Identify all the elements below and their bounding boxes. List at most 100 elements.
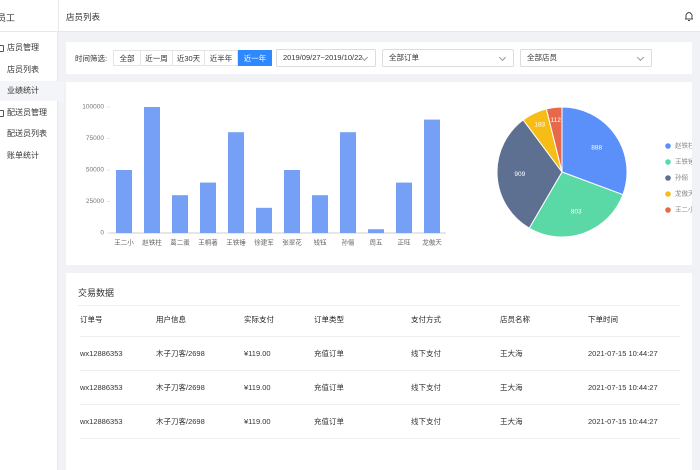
table-cell: 线下支付: [411, 370, 500, 405]
x-tick-label: 龙傲天: [422, 238, 442, 247]
chart-panel: 0 25000 50000 75000 100000 王二小 赵铁柱 葛二蛋 王桐著 王铁锤 徐建军…: [66, 82, 695, 265]
top-bar: 员工 店员列表: [0, 0, 700, 32]
table-cell: 王大海: [500, 370, 588, 405]
table-panel: 交易数据 订单号 用户信息 实际支付 订单类型 支付方式 店员名称 下单时间 wx128863…: [66, 273, 692, 470]
table-cell: wx12886353: [80, 404, 156, 439]
bar: [424, 119, 440, 233]
range-button[interactable]: 近一年: [238, 50, 272, 66]
column-header: 下单时间: [588, 303, 680, 337]
menu-item[interactable]: 配送员列表: [7, 129, 47, 138]
range-button[interactable]: 近30天: [172, 50, 205, 66]
table-cell: ¥119.00: [244, 370, 314, 405]
table-row: wx12886353 木子刀客/2698 ¥119.00 充值订单 线下支付 王大海 202…: [80, 370, 680, 405]
bell-icon[interactable]: [684, 10, 694, 22]
order-select[interactable]: 全部订单: [382, 49, 514, 67]
filter-bar: 时间筛选: 全部 近一周 近30天 近半年 近一年 2019/09/27~201…: [66, 42, 692, 74]
table-cell: 王大海: [500, 404, 588, 439]
bar: [228, 132, 244, 233]
pie-slice: [545, 106, 563, 173]
table-header: 订单号 用户信息 实际支付 订单类型 支付方式 店员名称 下单时间: [80, 303, 680, 337]
bar: [116, 170, 132, 233]
table-cell: 充值订单: [314, 370, 411, 405]
slice-label: 183: [534, 122, 545, 129]
table-cell: 王大海: [500, 336, 588, 371]
x-tick-label: 王二小: [114, 238, 134, 247]
y-tick-label: 0: [100, 230, 104, 237]
bar: [284, 170, 300, 233]
x-tick-label: 徐建军: [254, 238, 274, 247]
x-tick-label: 葛二蛋: [170, 238, 190, 247]
bar: [340, 132, 356, 233]
table-cell: 2021-07-15 10:44:27: [588, 336, 680, 371]
x-tick-label: 王铁锤: [226, 238, 246, 247]
page-title: 店员列表: [66, 12, 101, 22]
staff-select[interactable]: 全部店员: [520, 49, 652, 67]
x-tick-label: 正旺: [398, 239, 412, 247]
menu-item[interactable]: 店员列表: [7, 64, 39, 74]
column-header: 店员名称: [500, 303, 588, 337]
x-tick-label: 周五: [370, 239, 384, 247]
table-cell: 充值订单: [314, 336, 411, 371]
table-row: wx12886353 木子刀客/2698 ¥119.00 充值订单 线下支付 王大海 202…: [80, 336, 680, 371]
table-cell: 充值订单: [314, 404, 411, 439]
legend-marker: [665, 207, 671, 213]
bar: [368, 229, 384, 233]
filter-label: 时间筛选:: [75, 54, 108, 63]
column-header: 用户信息: [156, 303, 244, 337]
pie-slice: [561, 106, 628, 196]
sidebar: 店员管理店员列表业绩统计 配送员管理配送员列表账单统计: [0, 32, 64, 470]
x-tick-label: 赵铁柱: [142, 238, 162, 247]
table-cell: 2021-07-15 10:44:27: [588, 370, 680, 405]
legend-marker: [665, 143, 671, 149]
slice-label: 909: [514, 171, 525, 178]
menu-group[interactable]: 店员管理: [0, 38, 64, 58]
slice-label: 803: [571, 209, 582, 216]
x-tick-label: 王桐著: [198, 238, 218, 247]
y-tick-label: 75000: [86, 135, 104, 142]
bar: [312, 195, 328, 233]
table-row: wx12886353 木子刀客/2698 ¥119.00 充值订单 线下支付 王大海 202…: [80, 404, 680, 439]
y-tick-label: 25000: [86, 198, 104, 205]
slice-label: 888: [591, 145, 602, 152]
pie-slice: [496, 119, 563, 229]
slice-label: 112: [551, 117, 562, 124]
legend-label: 龙傲天: [675, 189, 692, 198]
data-table: 订单号 用户信息 实际支付 订单类型 支付方式 店员名称 下单时间 wx12886353 木子刀…: [80, 303, 680, 439]
table-cell: 线下支付: [411, 336, 500, 371]
legend-marker: [665, 175, 671, 181]
table-title: 交易数据: [78, 288, 115, 298]
legend-marker: [665, 191, 671, 197]
date-picker[interactable]: 2019/09/27~2019/10/22: [276, 49, 376, 67]
bar: [396, 182, 412, 233]
range-button[interactable]: 全部: [113, 50, 141, 66]
bar: [172, 195, 188, 233]
legend-marker: [665, 159, 671, 165]
column-header: 订单类型: [314, 303, 411, 337]
legend-label: 孙俪: [675, 173, 689, 182]
range-button[interactable]: 近一周: [140, 50, 173, 66]
menu-item[interactable]: 业绩统计: [0, 81, 64, 101]
bar: [144, 107, 160, 233]
legend-label: 王铁锤: [675, 157, 692, 166]
table-cell: 木子刀客/2698: [156, 370, 244, 405]
table-cell: ¥119.00: [244, 404, 314, 439]
column-header: 支付方式: [411, 303, 500, 337]
menu-item[interactable]: 账单统计: [7, 150, 39, 160]
x-tick-label: 孙俪: [342, 238, 356, 247]
table-cell: 2021-07-15 10:44:27: [588, 404, 680, 439]
bar: [256, 207, 272, 233]
table-cell: 线下支付: [411, 404, 500, 439]
table-cell: wx12886353: [80, 370, 156, 405]
table-cell: 木子刀客/2698: [156, 404, 244, 439]
table-cell: ¥119.00: [244, 336, 314, 371]
menu-group[interactable]: 配送员管理: [0, 103, 64, 123]
x-tick-label: 钱钰: [314, 238, 328, 247]
range-button[interactable]: 近半年: [204, 50, 238, 66]
x-tick-label: 张翠花: [282, 238, 302, 247]
table-cell: 木子刀客/2698: [156, 336, 244, 371]
column-header: 实际支付: [244, 303, 314, 337]
legend-label: 赵铁柱: [675, 141, 692, 150]
app-name: 员工: [0, 13, 16, 23]
column-header: 订单号: [80, 303, 156, 337]
